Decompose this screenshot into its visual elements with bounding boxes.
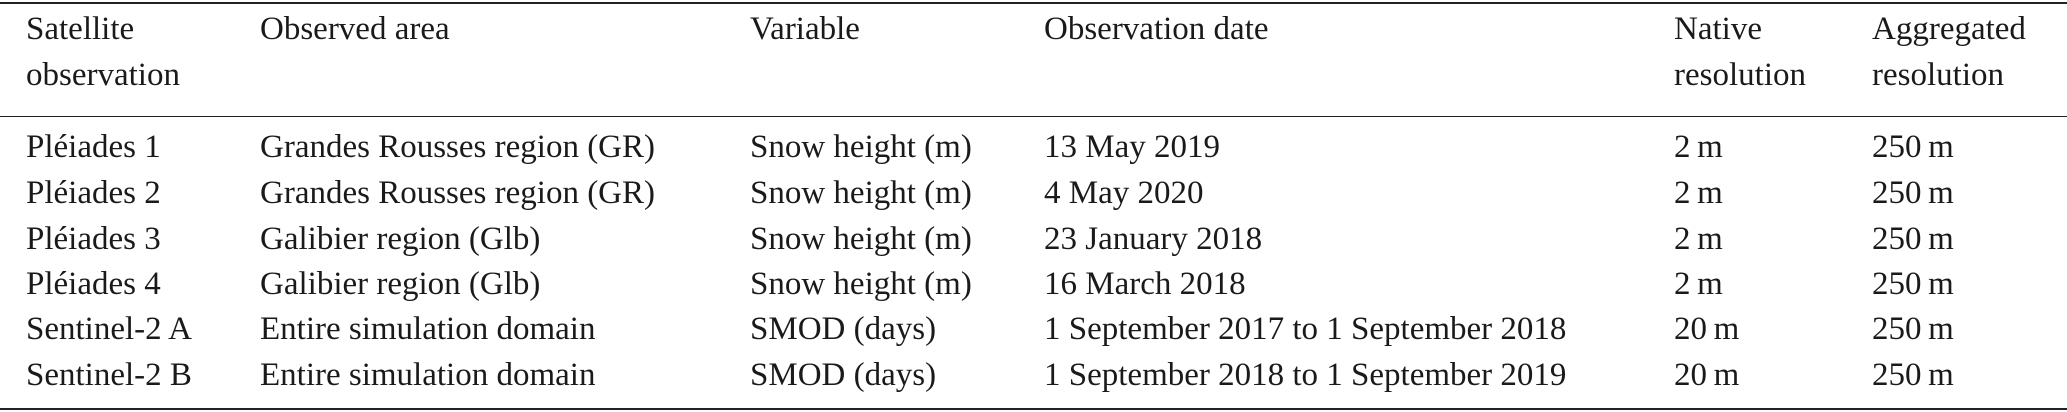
table-cell: 250 m [1872, 266, 1954, 302]
table-cell: Grandes Rousses region (GR) [260, 175, 656, 211]
table-cell: 250 m [1872, 311, 1954, 347]
table-cell: 20 m [1674, 311, 1740, 347]
table-cell: 1 September 2017 to 1 September 2018 [1044, 311, 1567, 347]
table-cell: Snow height (m) [750, 266, 972, 302]
table-cell: 250 m [1872, 221, 1954, 257]
header-cell: Satellite observation [26, 11, 180, 93]
table-cell: Sentinel-2 A [26, 311, 192, 347]
table-cell: Entire simulation domain [260, 311, 596, 347]
table-cell: Grandes Rousses region (GR) [260, 129, 656, 165]
table-cell: 1 September 2018 to 1 September 2019 [1044, 357, 1567, 393]
table-cell: 2 m [1674, 266, 1723, 302]
header-cell: Observation date [1044, 11, 1269, 47]
table-cell: Pléiades 2 [26, 175, 161, 211]
table-cell: Pléiades 1 [26, 129, 161, 165]
bottom-rule [0, 408, 2067, 410]
header-rule [0, 116, 2067, 117]
table-cell: Galibier region (Glb) [260, 221, 541, 257]
header-cell: Variable [750, 11, 860, 47]
table-cell: 250 m [1872, 357, 1954, 393]
table-cell: 2 m [1674, 129, 1723, 165]
table-cell: Snow height (m) [750, 129, 972, 165]
table-cell: Galibier region (Glb) [260, 266, 541, 302]
table-cell: 4 May 2020 [1044, 175, 1204, 211]
table-cell: 23 January 2018 [1044, 221, 1263, 257]
table-cell: Snow height (m) [750, 221, 972, 257]
table-cell: Snow height (m) [750, 175, 972, 211]
table-cell: Pléiades 3 [26, 221, 161, 257]
table-cell: 20 m [1674, 357, 1740, 393]
table-cell: 13 May 2019 [1044, 129, 1220, 165]
header-cell: Observed area [260, 11, 450, 47]
table-cell: Entire simulation domain [260, 357, 596, 393]
table-cell: 2 m [1674, 221, 1723, 257]
table-cell: 250 m [1872, 129, 1954, 165]
table-cell: SMOD (days) [750, 357, 937, 393]
top-rule [0, 2, 2067, 4]
table-cell: SMOD (days) [750, 311, 937, 347]
header-cell: Native resolution [1674, 11, 1806, 93]
table-cell: 16 March 2018 [1044, 266, 1246, 302]
table-cell: Sentinel-2 B [26, 357, 192, 393]
header-cell: Aggregated resolution [1872, 11, 2026, 93]
table-cell: 250 m [1872, 175, 1954, 211]
table-cell: Pléiades 4 [26, 266, 161, 302]
table-cell: 2 m [1674, 175, 1723, 211]
